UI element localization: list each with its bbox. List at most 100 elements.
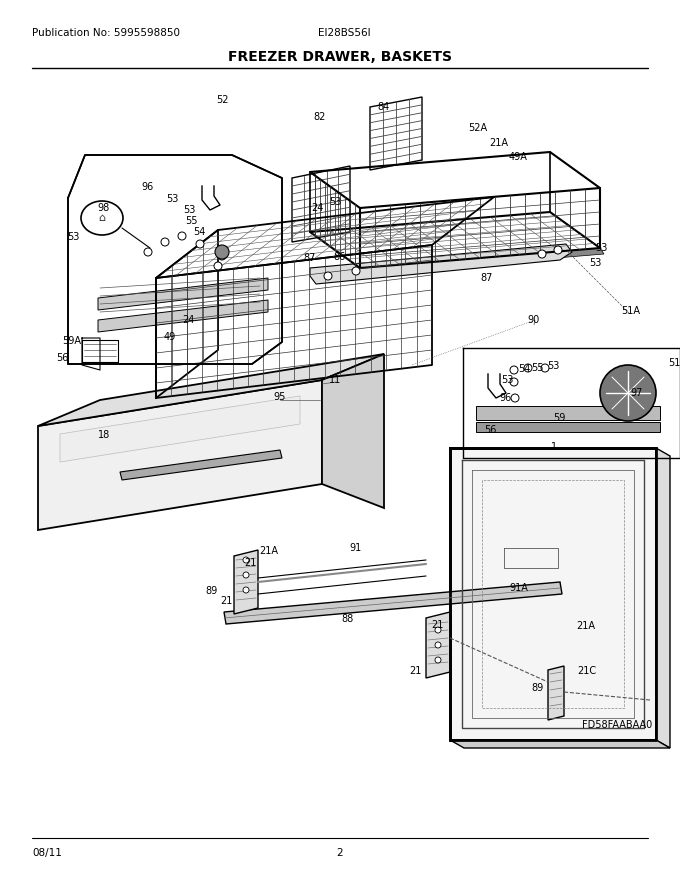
Text: 88: 88 [342,614,354,624]
Circle shape [435,657,441,663]
Circle shape [243,587,249,593]
Polygon shape [224,582,562,624]
Text: 2: 2 [337,848,343,858]
Text: 18: 18 [98,430,110,440]
Polygon shape [292,166,350,242]
Circle shape [215,245,229,259]
Circle shape [243,572,249,578]
Text: 21C: 21C [577,666,596,676]
Text: 91: 91 [350,543,362,553]
Polygon shape [234,550,258,614]
Text: 21A: 21A [260,546,279,556]
Text: 98: 98 [98,203,110,213]
Polygon shape [450,740,670,748]
Text: 84: 84 [377,102,389,112]
Circle shape [218,252,226,260]
Text: 89: 89 [532,683,544,693]
Circle shape [600,365,656,421]
Circle shape [144,248,152,256]
Text: 53: 53 [547,361,559,371]
Circle shape [435,627,441,633]
Text: FD58FAABAA0: FD58FAABAA0 [582,720,652,730]
Text: 82: 82 [313,112,326,122]
Text: 21: 21 [431,620,443,630]
Polygon shape [370,97,422,170]
Polygon shape [360,248,604,274]
Text: ⌂: ⌂ [99,213,105,223]
Text: 24: 24 [311,203,323,213]
Circle shape [554,246,562,254]
Circle shape [541,364,549,372]
Text: 08/11: 08/11 [32,848,62,858]
Text: 96: 96 [500,393,512,403]
Circle shape [435,642,441,648]
Text: 51A: 51A [622,306,641,316]
Polygon shape [426,612,450,678]
Polygon shape [60,396,300,462]
Text: 53: 53 [589,258,601,268]
Text: 1: 1 [551,442,557,452]
Text: 91A: 91A [509,583,528,593]
Text: 52A: 52A [469,123,488,133]
Text: 55: 55 [185,216,197,226]
Polygon shape [476,406,660,420]
Polygon shape [98,300,268,332]
Circle shape [511,394,519,402]
Circle shape [161,238,169,246]
Text: 49A: 49A [509,152,528,162]
Ellipse shape [81,201,123,235]
Polygon shape [656,448,670,748]
Text: 87: 87 [304,253,316,263]
Text: 56: 56 [483,425,496,435]
Polygon shape [38,354,384,426]
Circle shape [352,267,360,275]
Text: 24: 24 [182,315,194,325]
Circle shape [524,364,532,372]
Polygon shape [68,155,282,364]
Polygon shape [98,278,268,310]
Text: 53: 53 [183,205,195,215]
Text: 95: 95 [274,392,286,402]
Text: 86: 86 [334,252,346,262]
Text: EI28BS56I: EI28BS56I [318,28,371,38]
Circle shape [538,250,546,258]
Circle shape [178,232,186,240]
Text: 21A: 21A [490,138,509,148]
Text: 54: 54 [193,227,205,237]
Text: 21: 21 [409,666,421,676]
Circle shape [324,272,332,280]
Text: 96: 96 [141,182,153,192]
Text: 21: 21 [220,596,232,606]
Polygon shape [476,422,660,432]
Circle shape [214,262,222,270]
Text: 55: 55 [531,363,543,373]
Circle shape [510,378,518,386]
Polygon shape [38,380,322,530]
Circle shape [510,366,518,374]
Text: 97: 97 [631,388,643,398]
Text: 59: 59 [553,413,565,423]
Polygon shape [120,450,282,480]
Polygon shape [450,448,656,740]
Text: FREEZER DRAWER, BASKETS: FREEZER DRAWER, BASKETS [228,50,452,64]
Text: 53: 53 [595,243,607,253]
Text: 51: 51 [668,358,680,368]
Text: 59A: 59A [63,336,82,346]
Text: 21A: 21A [577,621,596,631]
Text: 53: 53 [166,194,178,204]
Polygon shape [310,244,572,284]
Text: 49: 49 [164,332,176,342]
Text: 54: 54 [517,364,530,374]
Circle shape [196,240,204,248]
Circle shape [243,557,249,563]
Polygon shape [322,354,384,508]
Text: 53: 53 [500,375,513,385]
Text: 53: 53 [67,232,79,242]
Text: Publication No: 5995598850: Publication No: 5995598850 [32,28,180,38]
Text: 90: 90 [527,315,539,325]
Text: 21: 21 [244,558,256,568]
Polygon shape [548,666,564,720]
Text: 87: 87 [481,273,493,283]
Text: 53: 53 [329,197,341,207]
Text: 11: 11 [329,375,341,385]
